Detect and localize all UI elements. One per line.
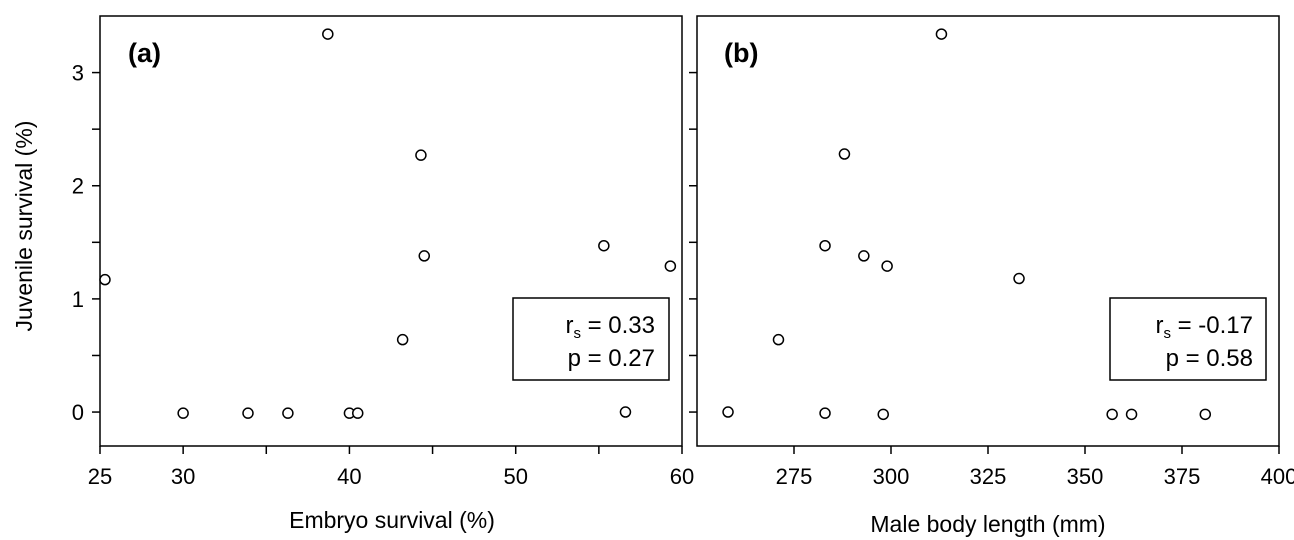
rs-symbol: r	[1155, 312, 1163, 339]
data-point	[1125, 408, 1138, 421]
y-tick-label: 3	[72, 61, 84, 86]
panel-tag: (a)	[128, 38, 161, 68]
x-tick-label: 60	[670, 464, 694, 489]
x-tick-label: 400	[1261, 464, 1294, 489]
data-point	[598, 239, 610, 252]
rs-subscript: s	[573, 325, 581, 342]
data-point	[282, 407, 294, 419]
x-tick-label: 50	[503, 464, 527, 489]
panel-tag: (b)	[724, 38, 758, 68]
rs-value: = 0.33	[581, 312, 655, 339]
data-point	[722, 406, 734, 418]
panel-b: 275 300 325 350 375 400 (b) Male body length …	[689, 15, 1294, 537]
x-tick-label: 375	[1164, 464, 1201, 489]
data-point	[664, 260, 677, 272]
data-point	[177, 407, 189, 419]
data-point	[1199, 408, 1212, 421]
rs-subscript: s	[1163, 325, 1171, 342]
plot-frame	[696, 15, 1280, 447]
x-tick-label: 40	[337, 464, 361, 489]
stats-box: rs = -0.17 p = 0.58	[1109, 297, 1267, 381]
data-point	[242, 407, 254, 419]
x-tick-label: 25	[88, 464, 112, 489]
rs-symbol: r	[565, 312, 573, 339]
x-tick-label: 300	[873, 464, 910, 489]
x-tick-label: 350	[1067, 464, 1104, 489]
x-axis-title: Male body length (mm)	[870, 511, 1105, 537]
x-axis-title: Embryo survival (%)	[289, 507, 495, 533]
x-tick-label: 30	[171, 464, 195, 489]
stats-box: rs = 0.33 p = 0.27	[512, 297, 670, 381]
stats-box-frame	[1109, 297, 1267, 381]
data-point	[418, 250, 431, 262]
data-point	[351, 407, 364, 419]
data-point	[99, 273, 111, 286]
y-tick-label: 0	[72, 400, 84, 425]
data-point	[819, 407, 831, 419]
stats-box-frame	[512, 297, 670, 381]
data-point	[881, 260, 893, 272]
y-tick-label: 2	[72, 174, 84, 199]
y-tick-label: 1	[72, 287, 84, 312]
data-point	[396, 333, 409, 346]
p-line: p = 0.27	[568, 345, 655, 372]
y-axis-title: Juvenile survival (%)	[11, 121, 37, 332]
data-point	[619, 406, 632, 418]
data-point	[1013, 272, 1025, 285]
rs-value: = -0.17	[1171, 312, 1253, 339]
data-point	[838, 148, 851, 160]
plot-frame	[99, 15, 683, 447]
data-point	[1106, 408, 1118, 421]
points-group	[99, 28, 677, 419]
data-point	[819, 239, 831, 252]
panel-a: 25 30 40 50 60 0 1 2 3 (a) Embryo survival (%) r…	[72, 15, 694, 533]
data-point	[322, 28, 334, 40]
x-tick-label: 325	[970, 464, 1007, 489]
rs-line: rs = 0.33	[565, 312, 655, 342]
data-point	[858, 250, 870, 262]
data-point	[415, 149, 427, 161]
p-line: p = 0.58	[1166, 345, 1253, 372]
rs-line: rs = -0.17	[1155, 312, 1253, 342]
tick-group: 275 300 325 350 375 400	[689, 71, 1294, 489]
data-point	[935, 28, 948, 40]
points-group	[722, 28, 1212, 421]
tick-group: 25 30 40 50 60 0 1 2 3	[72, 61, 694, 489]
data-point	[877, 408, 889, 421]
x-tick-label: 275	[776, 464, 813, 489]
data-point	[772, 333, 785, 346]
